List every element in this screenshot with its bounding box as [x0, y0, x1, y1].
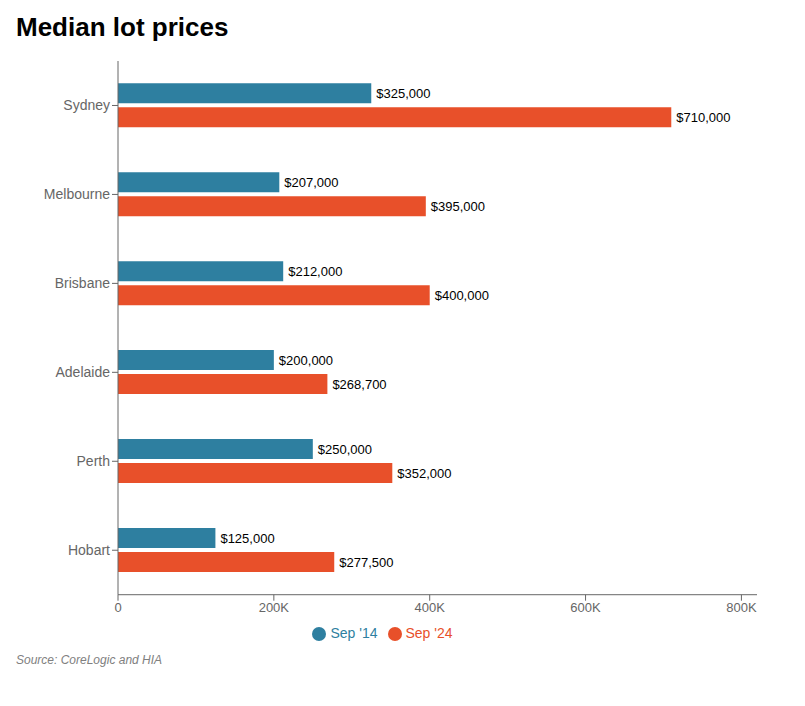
html-text:Median lot prices: Median lot prices: [16, 12, 229, 42]
svg-text:$200,000: $200,000: [279, 353, 333, 368]
svg-text:$352,000: $352,000: [397, 466, 451, 481]
svg-text:0: 0: [114, 600, 121, 615]
svg-text:$325,000: $325,000: [376, 86, 430, 101]
svg-text:800K: 800K: [726, 600, 757, 615]
svg-text:Melbourne: Melbourne: [44, 186, 110, 202]
svg-text:$125,000: $125,000: [220, 531, 274, 546]
svg-text:$395,000: $395,000: [431, 199, 485, 214]
svg-text:Brisbane: Brisbane: [55, 275, 110, 291]
html-text:Source: CoreLogic and HIA: Source: CoreLogic and HIA: [16, 653, 163, 667]
svg-text:$277,500: $277,500: [339, 555, 393, 570]
svg-text:400K: 400K: [415, 600, 446, 615]
svg-text:$207,000: $207,000: [284, 175, 338, 190]
html-text:Sep '14: Sep '14: [330, 624, 378, 641]
svg-text:Sydney: Sydney: [63, 97, 110, 113]
svg-text:Adelaide: Adelaide: [56, 364, 111, 380]
svg-text:600K: 600K: [570, 600, 601, 615]
svg-text:200K: 200K: [259, 600, 290, 615]
svg-text:$710,000: $710,000: [676, 110, 730, 125]
svg-text:$250,000: $250,000: [318, 442, 372, 457]
svg-text:$268,700: $268,700: [332, 377, 386, 392]
svg-text:$400,000: $400,000: [435, 288, 489, 303]
html-text:Sep '24: Sep '24: [405, 624, 453, 641]
svg-text:Perth: Perth: [77, 453, 110, 469]
svg-text:$212,000: $212,000: [288, 264, 342, 279]
svg-text:Hobart: Hobart: [68, 542, 110, 558]
